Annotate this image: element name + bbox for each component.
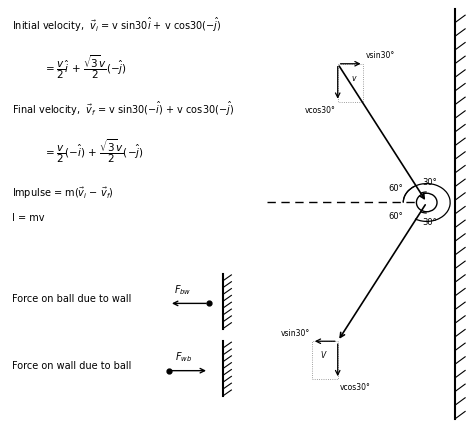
Text: 30°: 30° [422, 178, 437, 187]
Text: $F_{wb}$: $F_{wb}$ [174, 351, 191, 364]
Text: Force on wall due to ball: Force on wall due to ball [12, 362, 131, 371]
Text: vsin30°: vsin30° [280, 329, 310, 338]
Text: 60°: 60° [389, 212, 403, 221]
Text: Initial velocity,  $\vec{v}_i$ = v sin30$\hat{i}$ + v cos30($-\hat{j}$): Initial velocity, $\vec{v}_i$ = v sin30$… [12, 15, 222, 34]
Text: = $\dfrac{v}{2}\hat{i}$ + $\dfrac{\sqrt{3}v}{2}$($-\hat{j}$): = $\dfrac{v}{2}\hat{i}$ + $\dfrac{\sqrt{… [45, 53, 127, 81]
Text: Impulse = m($\vec{v}_i$ $-$ $\vec{v}_f$): Impulse = m($\vec{v}_i$ $-$ $\vec{v}_f$) [12, 186, 114, 201]
Text: $F_{bw}$: $F_{bw}$ [174, 283, 192, 297]
Text: vcos30°: vcos30° [304, 106, 336, 115]
Text: I = mv: I = mv [12, 213, 45, 223]
Text: Final velocity,  $\vec{v}_f$ = v sin30($-\hat{i}$) + v cos30($-\hat{j}$): Final velocity, $\vec{v}_f$ = v sin30($-… [12, 100, 234, 118]
Text: = $\dfrac{v}{2}$($-\hat{i}$) + $\dfrac{\sqrt{3}v}{2}$($-\hat{j}$): = $\dfrac{v}{2}$($-\hat{i}$) + $\dfrac{\… [45, 137, 144, 165]
Text: vsin30°: vsin30° [366, 52, 395, 60]
Text: v: v [352, 74, 356, 83]
Text: Force on ball due to wall: Force on ball due to wall [12, 294, 131, 304]
Text: 60°: 60° [389, 184, 403, 193]
Text: 30°: 30° [422, 218, 437, 227]
Text: V: V [321, 351, 326, 360]
Text: vcos30°: vcos30° [340, 383, 371, 392]
